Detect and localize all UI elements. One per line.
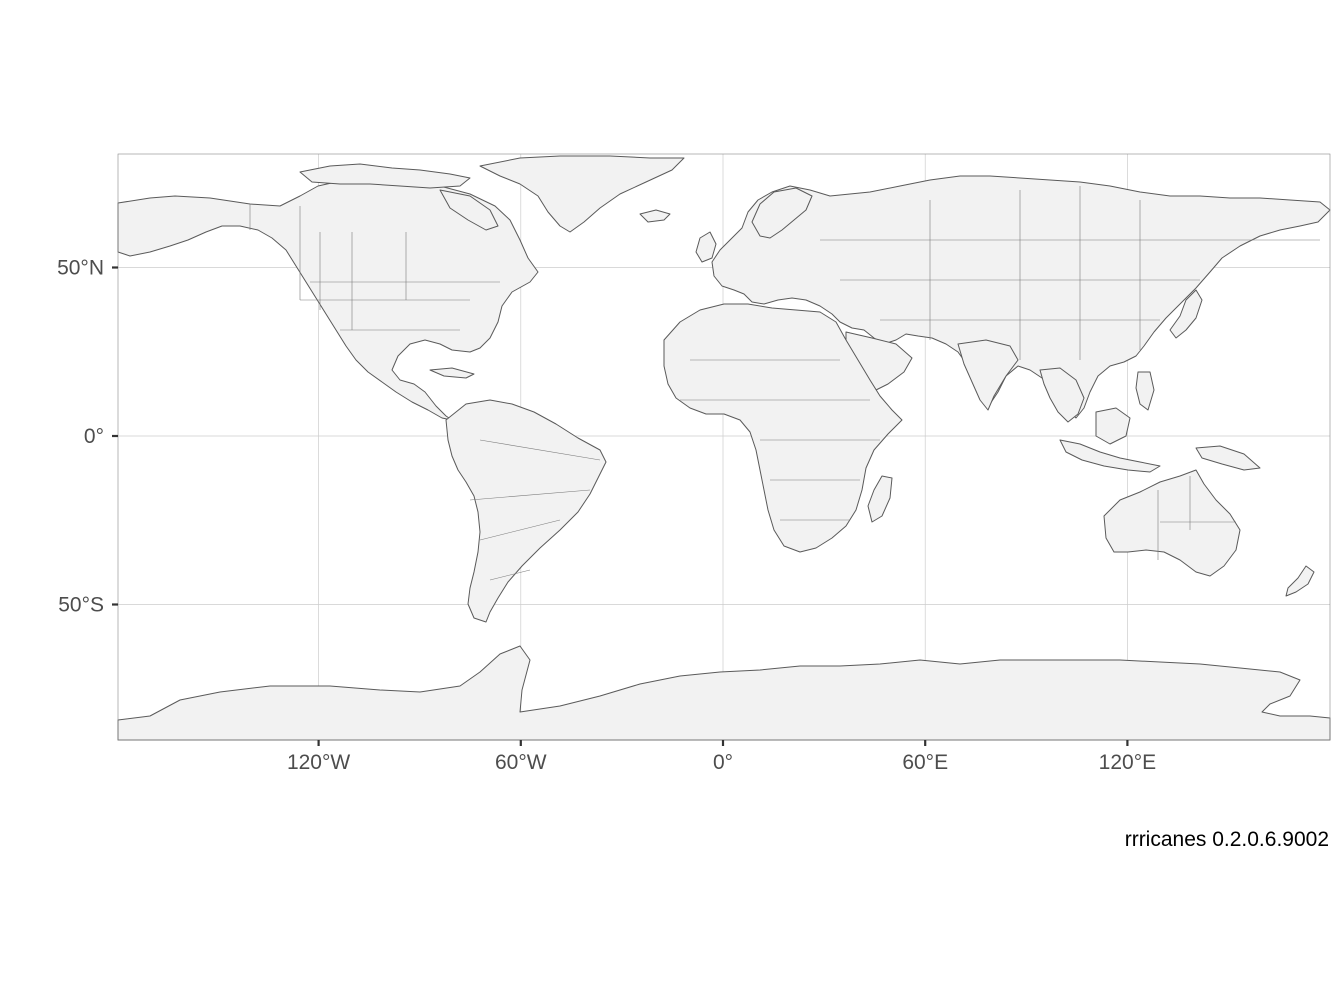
land-australia (1103, 469, 1241, 577)
land-southeast-asia (1039, 367, 1085, 423)
x-tick-label-4: 120°E (1099, 751, 1156, 774)
y-tick-label-1: 0° (84, 425, 104, 448)
plot-caption: rrricanes 0.2.0.6.9002 (1125, 828, 1329, 851)
land-new-zealand (1285, 565, 1315, 597)
x-tick-label-0: 120°W (287, 751, 350, 774)
land-indonesia (1059, 439, 1161, 473)
y-tick-label-0: 50°N (57, 257, 104, 280)
land-philippines (1135, 371, 1155, 411)
land-scandinavia (751, 187, 813, 239)
land-new-guinea (1195, 445, 1261, 471)
land-borneo (1095, 407, 1131, 445)
land-british-isles (695, 231, 717, 263)
land-arctic-islands (299, 163, 471, 189)
land-baffin-island (439, 189, 499, 231)
y-tick-label-2: 50°S (58, 594, 104, 617)
land-japan (1169, 289, 1203, 339)
land-madagascar (867, 475, 893, 523)
land-antarctica (117, 645, 1331, 741)
land-south-america (445, 399, 607, 623)
land-greenland (479, 155, 685, 233)
x-tick-label-1: 60°W (495, 751, 547, 774)
x-tick-label-2: 0° (713, 751, 733, 774)
land-india (957, 339, 1019, 411)
land-masses (117, 155, 1331, 741)
land-eurasia (711, 175, 1331, 419)
x-tick-label-3: 60°E (902, 751, 948, 774)
internal-borders (249, 186, 1320, 581)
land-iceland (639, 209, 671, 223)
x-axis: 120°W 60°W 0° 60°E 120°E (287, 740, 1156, 774)
y-axis: 50°N 0° 50°S (57, 257, 118, 617)
land-cuba (429, 367, 475, 379)
land-africa (663, 303, 903, 553)
